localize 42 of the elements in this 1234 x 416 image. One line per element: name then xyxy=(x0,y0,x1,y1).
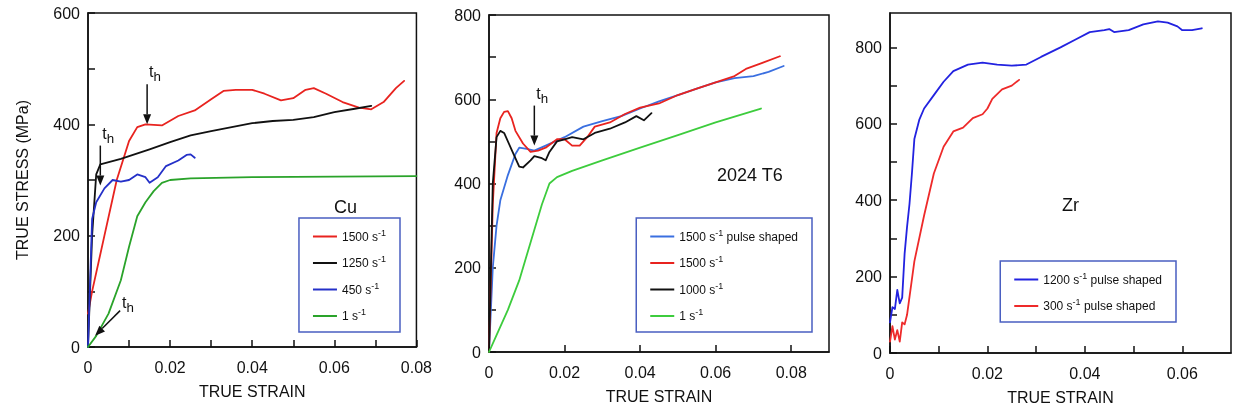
y-tick-label: 0 xyxy=(873,344,883,362)
y-tick-label: 800 xyxy=(855,38,883,56)
x-tick-label: 0.02 xyxy=(154,358,186,376)
x-tick-label: 0.04 xyxy=(236,358,268,376)
annotation: t$_{h}$ xyxy=(536,84,549,106)
y-tick-label: 400 xyxy=(53,115,81,133)
x-tick-label: 0.08 xyxy=(775,363,807,381)
x-tick-label: 0 xyxy=(484,363,494,381)
x-tick-label: 0 xyxy=(83,358,93,376)
x-tick-label: 0 xyxy=(885,364,895,382)
x-tick-label: 0.06 xyxy=(318,358,350,376)
y-tick-label: 600 xyxy=(454,90,482,108)
y-tick-label: 400 xyxy=(855,191,883,209)
x-axis-title: TRUE STRAIN xyxy=(1007,388,1114,406)
y-tick-label: 200 xyxy=(53,227,81,245)
y-tick-label: 0 xyxy=(472,343,482,361)
line-series xyxy=(87,153,196,348)
annotation: t$_{h}$ xyxy=(102,124,115,146)
y-tick-label: 600 xyxy=(53,4,81,22)
line-series xyxy=(889,20,1203,324)
y-tick-label: 200 xyxy=(855,268,883,286)
x-tick-label: 0.04 xyxy=(1069,364,1101,382)
annotation: Cu xyxy=(333,197,358,217)
annotation: Zr xyxy=(1062,195,1080,215)
x-tick-label: 0.06 xyxy=(700,363,732,381)
x-tick-label: 0.04 xyxy=(624,363,656,381)
annotation: 2024 T6 xyxy=(716,165,783,185)
x-tick-label: 0.08 xyxy=(400,358,433,376)
annotation: t$_{h}$ xyxy=(149,63,161,85)
y-tick-label: 200 xyxy=(454,259,482,277)
y-tick-label: 800 xyxy=(454,6,482,24)
x-tick-label: 0.02 xyxy=(548,363,581,381)
x-axis-title: TRUE STRAIN xyxy=(605,387,713,405)
x-tick-label: 0.06 xyxy=(1166,364,1198,382)
annotation: t$_{h}$ xyxy=(122,293,134,315)
y-tick-label: 0 xyxy=(71,338,81,356)
y-axis-title: TRUE STRESS (MPa) xyxy=(13,99,31,261)
x-axis-title: TRUE STRAIN xyxy=(198,382,306,400)
line-series xyxy=(889,78,1020,343)
y-tick-label: 600 xyxy=(855,115,883,133)
x-tick-label: 0.02 xyxy=(971,364,1004,382)
y-tick-label: 400 xyxy=(454,175,482,192)
